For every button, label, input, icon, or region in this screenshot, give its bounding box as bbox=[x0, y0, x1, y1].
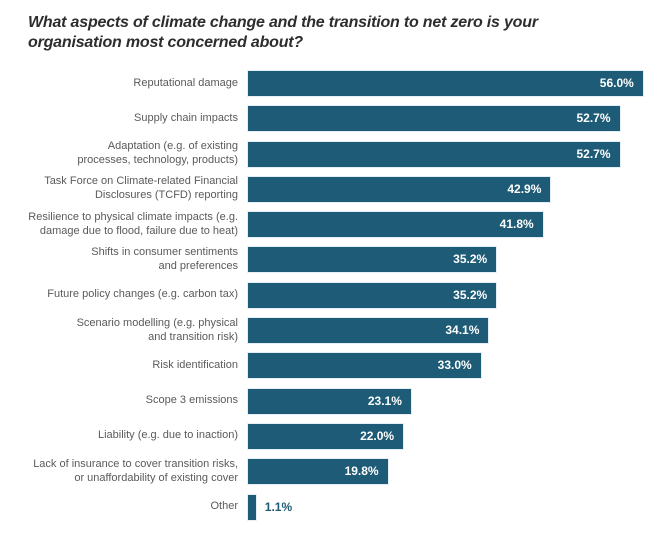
bar-row: Reputational damage 56.0% bbox=[0, 71, 670, 96]
bar-row: Task Force on Climate-related Financial … bbox=[0, 175, 670, 202]
bar bbox=[248, 494, 256, 520]
category-label: Supply chain impacts bbox=[134, 111, 238, 124]
bar-track: 52.7% bbox=[248, 141, 670, 167]
category-label: Future policy changes (e.g. carbon tax) bbox=[47, 288, 238, 301]
category-label: Lack of insurance to cover transition ri… bbox=[33, 457, 238, 484]
bar-row: Supply chain impacts 52.7% bbox=[0, 106, 670, 132]
bar-track: 1.1% bbox=[248, 494, 670, 520]
bar: 22.0% bbox=[248, 423, 404, 449]
bar-row: Future policy changes (e.g. carbon tax) 3… bbox=[0, 282, 670, 308]
bar: 34.1% bbox=[248, 318, 489, 344]
bar-row: Adaptation (e.g. of existing processes, … bbox=[0, 140, 670, 167]
bar-track: 22.0% bbox=[248, 423, 670, 449]
value-label: 22.0% bbox=[360, 428, 395, 443]
bar: 23.1% bbox=[248, 388, 411, 414]
category-label: Adaptation (e.g. of existing processes, … bbox=[77, 140, 238, 167]
category-label: Liability (e.g. due to inaction) bbox=[97, 429, 238, 442]
bar-track: 23.1% bbox=[248, 388, 670, 414]
bar: 42.9% bbox=[248, 176, 551, 202]
category-label: Other bbox=[210, 500, 238, 513]
bar-row: Lack of insurance to cover transition ri… bbox=[0, 457, 670, 485]
category-label: Scenario modelling (e.g. physical and tr… bbox=[76, 316, 238, 343]
value-label: 23.1% bbox=[367, 393, 402, 408]
value-label: 42.9% bbox=[507, 181, 542, 196]
bar-track: 41.8% bbox=[248, 212, 670, 238]
bar: 35.2% bbox=[248, 282, 497, 308]
category-label: Risk identification bbox=[152, 358, 238, 371]
value-label: 35.2% bbox=[453, 287, 488, 302]
bar: 52.7% bbox=[248, 106, 620, 132]
value-label: 52.7% bbox=[576, 111, 611, 126]
value-label: 19.8% bbox=[344, 464, 379, 479]
bar-track: 35.2% bbox=[248, 247, 670, 273]
bar: 52.7% bbox=[248, 141, 620, 167]
value-label: 34.1% bbox=[445, 323, 480, 338]
bar-row: Other 1.1% bbox=[0, 494, 670, 520]
bar-track: 42.9% bbox=[248, 176, 670, 202]
value-label: 1.1% bbox=[264, 499, 293, 514]
bar-track: 56.0% bbox=[248, 71, 670, 96]
bar: 33.0% bbox=[248, 353, 481, 379]
bar: 35.2% bbox=[248, 247, 497, 273]
bar-chart: Reputational damage 56.0% Supply chain imp… bbox=[0, 71, 670, 530]
category-label: Shifts in consumer sentiments and prefer… bbox=[91, 246, 238, 272]
bar-track: 52.7% bbox=[248, 106, 670, 132]
bar: 19.8% bbox=[248, 459, 388, 485]
value-label: 52.7% bbox=[576, 146, 611, 161]
bar-row: Shifts in consumer sentiments and prefer… bbox=[0, 246, 670, 273]
value-label: 41.8% bbox=[499, 217, 534, 232]
bar-row: Risk identification 33.0% bbox=[0, 353, 670, 379]
bar-row: Liability (e.g. due to inaction) 22.0% bbox=[0, 423, 670, 449]
category-label: Resilience to physical climate impacts (… bbox=[28, 210, 238, 237]
bar-track: 35.2% bbox=[248, 282, 670, 308]
bar: 41.8% bbox=[248, 212, 543, 238]
category-label: Reputational damage bbox=[133, 76, 238, 89]
bar-track: 19.8% bbox=[248, 459, 670, 485]
bar-track: 34.1% bbox=[248, 318, 670, 344]
category-label: Task Force on Climate-related Financial … bbox=[44, 175, 238, 202]
value-label: 56.0% bbox=[599, 76, 634, 90]
bar-row: Scope 3 emissions 23.1% bbox=[0, 388, 670, 414]
category-label: Scope 3 emissions bbox=[145, 394, 238, 407]
chart-title: What aspects of climate change and the t… bbox=[28, 14, 538, 52]
bar-track: 33.0% bbox=[248, 353, 670, 379]
bar-row: Resilience to physical climate impacts (… bbox=[0, 210, 670, 238]
value-label: 33.0% bbox=[437, 358, 472, 373]
bar-row: Scenario modelling (e.g. physical and tr… bbox=[0, 316, 670, 344]
value-label: 35.2% bbox=[453, 252, 488, 267]
bar: 56.0% bbox=[248, 71, 643, 96]
